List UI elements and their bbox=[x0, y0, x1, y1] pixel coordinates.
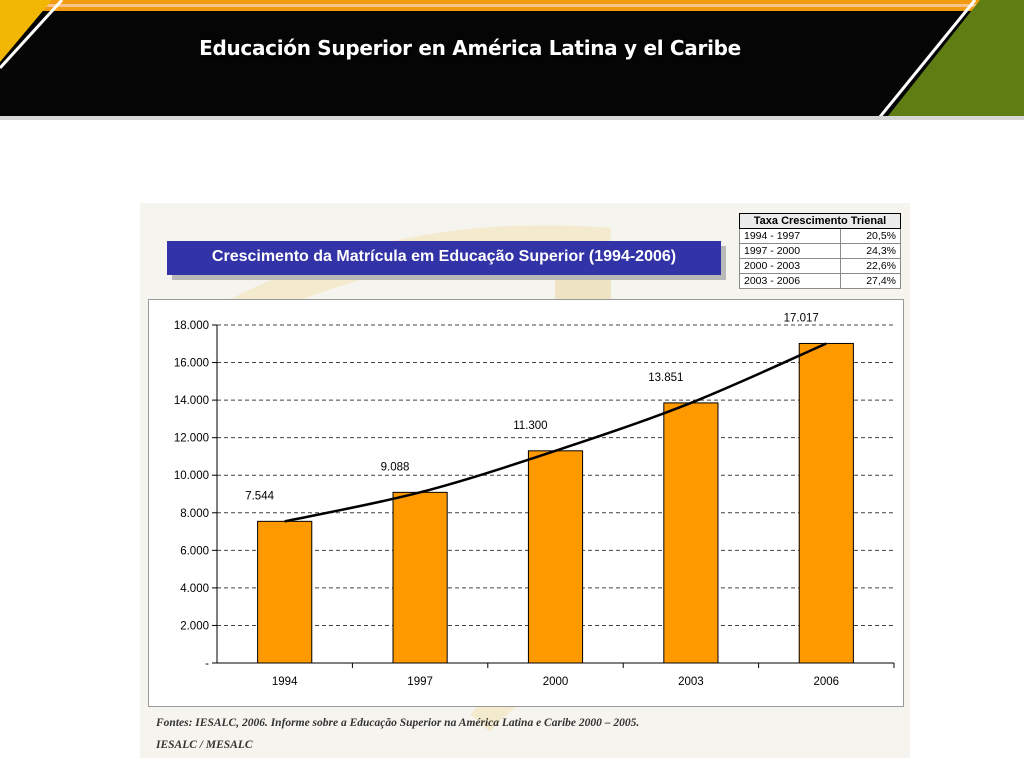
growth-rate-table: Taxa Crescimento Trienal 1994 - 1997 20,… bbox=[739, 213, 902, 289]
bar bbox=[392, 491, 448, 664]
table-cell-period: 1994 - 1997 bbox=[739, 228, 841, 244]
bar-chart: - 2.000 4.000 6.000 8.000 10.000 12.000 14.000 1… bbox=[174, 312, 895, 688]
data-label: 13.851 bbox=[648, 372, 683, 384]
source-note: Fontes: IESALC, 2006. Informe sobre a Ed… bbox=[156, 717, 640, 729]
y-tick-label: 2.000 bbox=[180, 620, 209, 632]
table-cell-rate: 22,6% bbox=[839, 258, 902, 274]
x-tick-label: 1997 bbox=[407, 676, 433, 688]
chart-figure: Crescimento da Matrícula em Educação Sup… bbox=[140, 203, 910, 758]
y-tick-label: 18.000 bbox=[174, 320, 209, 332]
y-tick-label: 4.000 bbox=[180, 583, 209, 595]
header-decoration bbox=[0, 0, 1024, 124]
growth-table-header: Taxa Crescimento Trienal bbox=[739, 213, 901, 229]
y-tick-label: - bbox=[205, 658, 209, 670]
table-row: 1997 - 2000 24,3% bbox=[739, 243, 902, 259]
data-label: 17.017 bbox=[784, 312, 819, 324]
x-tick-label: 2006 bbox=[814, 676, 840, 688]
chart-title: Crescimento da Matrícula em Educação Sup… bbox=[211, 248, 677, 265]
y-tick-label: 8.000 bbox=[180, 508, 209, 520]
slide-title: Educación Superior en América Latina y e… bbox=[199, 36, 741, 60]
y-tick-label: 10.000 bbox=[174, 470, 209, 482]
data-label: 11.300 bbox=[513, 420, 547, 432]
source-credit: IESALC / MESALC bbox=[156, 739, 253, 751]
trendline bbox=[284, 342, 827, 523]
table-row: 2000 - 2003 22,6% bbox=[739, 258, 902, 274]
x-tick-label: 2003 bbox=[678, 676, 704, 688]
data-label: 9.088 bbox=[381, 461, 410, 473]
bar bbox=[663, 402, 719, 664]
table-row: 2003 - 2006 27,4% bbox=[739, 273, 902, 289]
bar bbox=[527, 450, 584, 664]
bar bbox=[257, 520, 313, 664]
bar bbox=[798, 342, 854, 664]
table-cell-period: 2003 - 2006 bbox=[739, 273, 841, 289]
slide-header: Educación Superior en América Latina y e… bbox=[0, 0, 1024, 124]
table-row: 1994 - 1997 20,5% bbox=[739, 228, 902, 244]
table-cell-period: 2000 - 2003 bbox=[739, 258, 841, 274]
table-cell-rate: 24,3% bbox=[839, 243, 902, 259]
data-label: 7.544 bbox=[245, 490, 274, 502]
x-tick-label: 2000 bbox=[543, 676, 569, 688]
table-cell-period: 1997 - 2000 bbox=[739, 243, 841, 259]
y-tick-label: 6.000 bbox=[180, 545, 209, 557]
chart-title-box: Crescimento da Matrícula em Educação Sup… bbox=[167, 241, 721, 275]
table-cell-rate: 27,4% bbox=[839, 273, 902, 289]
table-cell-rate: 20,5% bbox=[839, 228, 902, 244]
y-tick-label: 14.000 bbox=[174, 395, 209, 407]
chart-panel: - 2.000 4.000 6.000 8.000 10.000 12.000 14.000 1… bbox=[148, 299, 904, 707]
y-tick-label: 12.000 bbox=[174, 433, 209, 445]
x-tick-label: 1994 bbox=[272, 676, 298, 688]
y-tick-label: 16.000 bbox=[174, 358, 209, 370]
